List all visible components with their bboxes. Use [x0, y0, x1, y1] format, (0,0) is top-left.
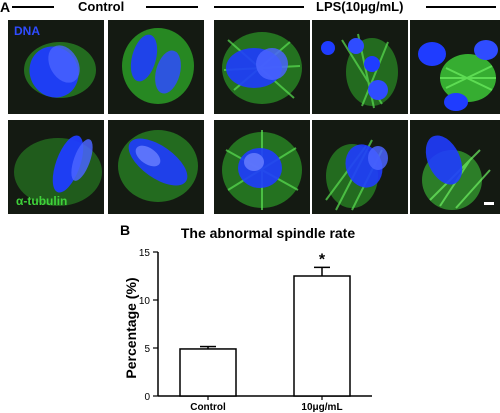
micrograph-control-2 — [108, 20, 204, 114]
control-group-label: Control — [78, 0, 125, 14]
bar-0 — [179, 348, 237, 397]
micrograph-control-3: α-tubulin — [8, 120, 104, 214]
scale-bar — [484, 202, 494, 205]
y-tick-label-2: 10 — [139, 296, 151, 307]
y-axis-label: Percentage (%) — [123, 277, 139, 378]
control-rule-left — [12, 6, 54, 8]
panel-a-letter: A — [0, 0, 11, 15]
panel-b-letter: B — [120, 222, 131, 238]
micrograph-lps-4 — [214, 120, 310, 214]
dna-stain-label: DNA — [14, 24, 40, 38]
x-tick-label-0: Control — [190, 402, 226, 413]
lps-rule-right — [426, 6, 496, 8]
significance-mark-1: * — [319, 251, 326, 268]
x-tick-label-1: 10μg/mL — [301, 402, 342, 413]
micrograph-lps-6 — [410, 120, 500, 214]
lps-rule-left — [214, 6, 304, 8]
micrograph-lps-1 — [214, 20, 310, 114]
micrograph-lps-5 — [312, 120, 408, 214]
micrograph-control-1: DNA — [8, 20, 104, 114]
micrograph-control-4 — [108, 120, 204, 214]
y-tick-label-3: 15 — [139, 248, 151, 259]
bar-1 — [293, 275, 351, 397]
micrograph-lps-3 — [410, 20, 500, 114]
micrograph-lps-2 — [312, 20, 408, 114]
lps-group-label: LPS(10μg/mL) — [316, 0, 404, 14]
control-rule-right — [146, 6, 198, 8]
tubulin-stain-label: α-tubulin — [16, 194, 68, 208]
y-tick-label-0: 0 — [144, 392, 150, 403]
y-tick-label-1: 5 — [144, 344, 150, 355]
chart-title: The abnormal spindle rate — [181, 225, 355, 241]
